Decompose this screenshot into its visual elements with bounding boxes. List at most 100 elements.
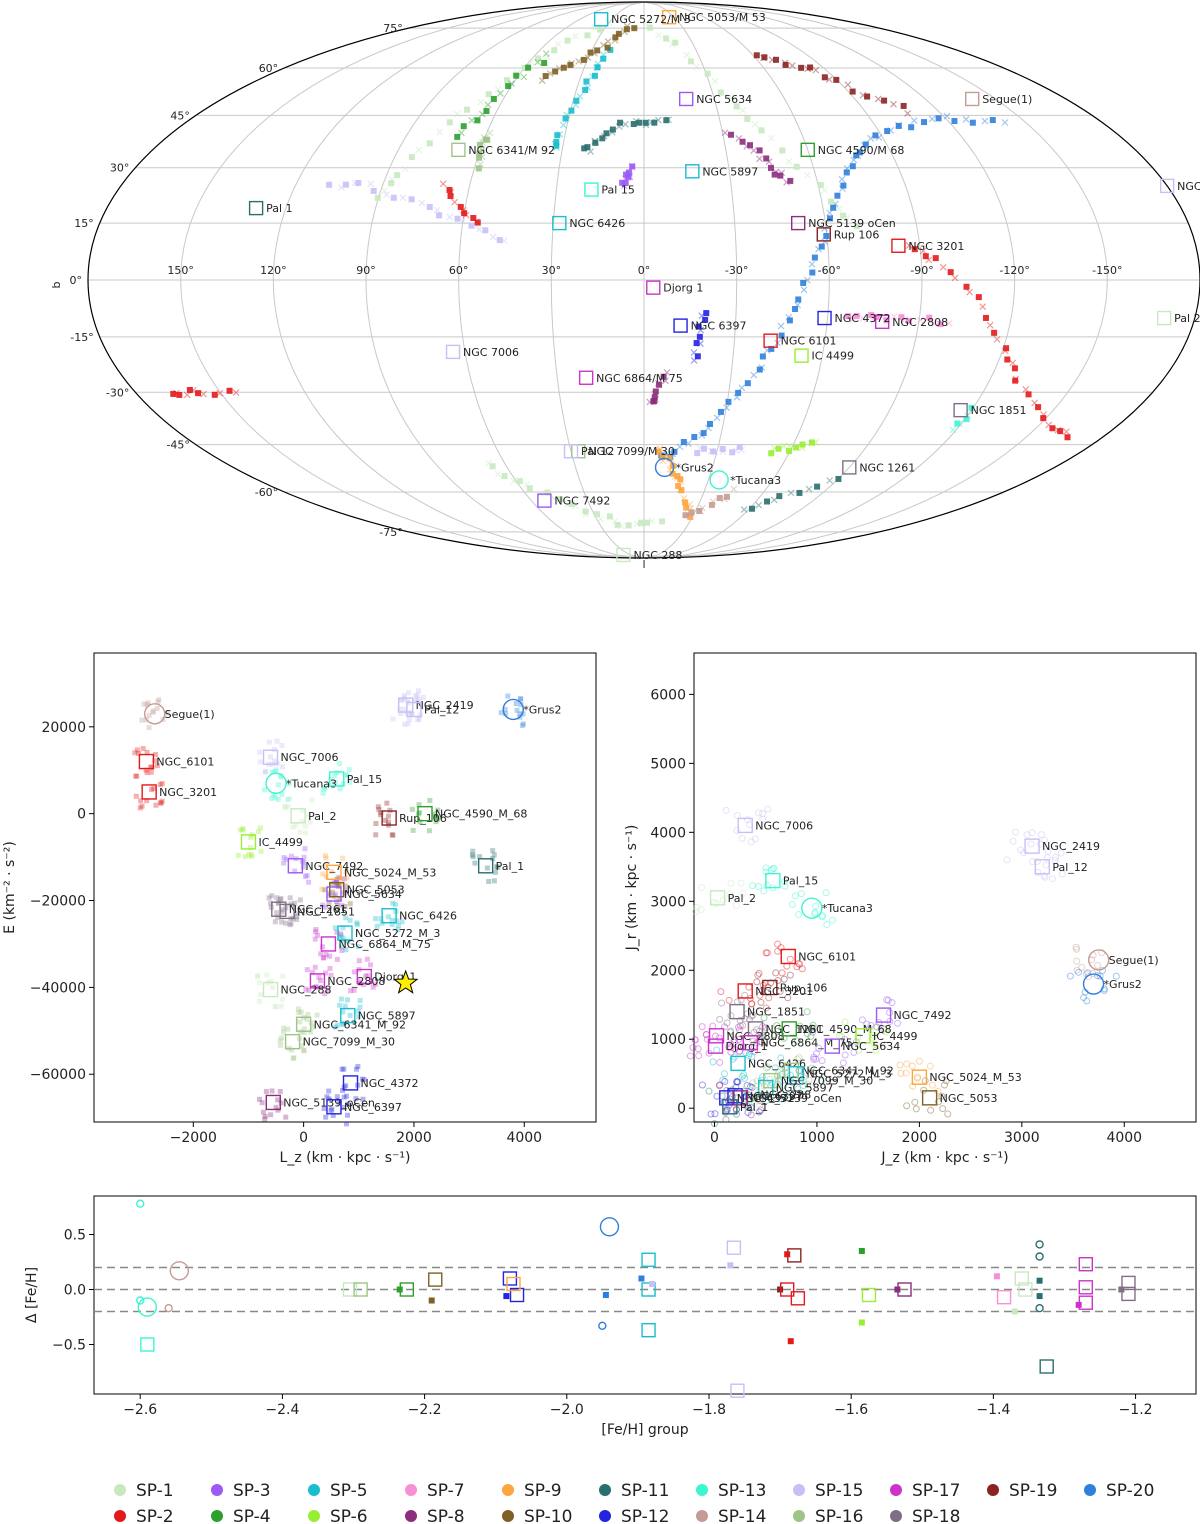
delta-point-sp-12 bbox=[509, 1287, 525, 1303]
cluster-label-ngc-1851: NGC 1851 bbox=[971, 404, 1027, 417]
member-star bbox=[880, 1025, 888, 1033]
member-star bbox=[913, 1074, 921, 1082]
member-star bbox=[716, 1015, 724, 1023]
member-star bbox=[399, 697, 405, 703]
cluster-label-grus2: *Grus2 bbox=[1104, 978, 1142, 991]
cluster-marker-ngc-288 bbox=[616, 547, 631, 563]
member-star bbox=[314, 1012, 320, 1018]
track-square bbox=[594, 64, 601, 71]
member-star bbox=[757, 1106, 765, 1114]
delta-point-sp-14 bbox=[164, 1303, 173, 1313]
member-star bbox=[281, 860, 287, 866]
member-star bbox=[136, 750, 142, 756]
member-star bbox=[248, 834, 254, 840]
member-star bbox=[148, 769, 154, 775]
track-cross bbox=[733, 393, 741, 401]
orbit-track-sp-8 bbox=[721, 129, 794, 186]
member-star bbox=[772, 969, 780, 977]
track-square bbox=[723, 493, 730, 500]
member-star bbox=[744, 1108, 752, 1116]
member-star bbox=[304, 1016, 310, 1022]
track-cross bbox=[534, 58, 542, 66]
track-cross bbox=[544, 53, 552, 61]
member-star bbox=[1051, 856, 1059, 864]
track-square bbox=[702, 316, 709, 323]
member-star bbox=[361, 1077, 367, 1083]
cluster-marker-ngc-5024-m-53 bbox=[326, 864, 342, 881]
track-square bbox=[454, 133, 461, 140]
track-square bbox=[895, 122, 902, 129]
track-square bbox=[554, 132, 561, 139]
member-star bbox=[139, 717, 145, 723]
x-tick-label: 2000 bbox=[396, 1130, 432, 1146]
member-star bbox=[303, 986, 309, 992]
member-star bbox=[237, 827, 243, 833]
track-square bbox=[932, 255, 939, 262]
track-square bbox=[696, 333, 703, 340]
member-star bbox=[275, 782, 281, 788]
member-star bbox=[319, 886, 325, 892]
member-star bbox=[758, 1092, 766, 1100]
track-square bbox=[659, 518, 666, 525]
track-cross bbox=[459, 217, 467, 225]
track-square bbox=[719, 445, 726, 452]
member-star bbox=[268, 900, 274, 906]
cluster-marker-ngc-5897 bbox=[340, 1007, 356, 1024]
member-star bbox=[272, 1004, 278, 1010]
member-star bbox=[722, 1115, 730, 1123]
member-star bbox=[256, 828, 262, 834]
member-star bbox=[337, 1002, 343, 1008]
member-star bbox=[329, 881, 335, 887]
member-star bbox=[938, 1092, 946, 1100]
track-cross bbox=[367, 180, 375, 188]
member-star bbox=[344, 875, 350, 881]
member-star bbox=[373, 981, 379, 987]
sky-boundary bbox=[87, 1, 1200, 559]
member-star bbox=[146, 725, 152, 731]
member-star bbox=[734, 1078, 742, 1086]
track-square bbox=[671, 448, 678, 455]
member-star bbox=[277, 1038, 283, 1044]
member-star bbox=[373, 821, 379, 827]
member-star bbox=[306, 879, 312, 885]
cluster-marker-ngc-6101 bbox=[763, 333, 778, 348]
member-star bbox=[133, 773, 139, 779]
cluster-marker-ngc-6397 bbox=[727, 1088, 743, 1104]
track-square bbox=[682, 512, 689, 519]
cluster-marker-ngc-3201 bbox=[737, 983, 753, 999]
member-star bbox=[791, 892, 799, 900]
lat-tick-label: -75° bbox=[379, 526, 402, 539]
track-cross bbox=[919, 247, 927, 255]
member-star bbox=[417, 712, 423, 718]
track-cross bbox=[803, 171, 811, 179]
track-square bbox=[587, 49, 594, 56]
member-star bbox=[745, 1050, 753, 1058]
member-star bbox=[412, 698, 418, 704]
track-cross bbox=[721, 129, 729, 137]
member-star bbox=[324, 1094, 330, 1100]
orbit-track-sp-1 bbox=[485, 459, 666, 530]
track-square bbox=[625, 174, 632, 181]
member-star bbox=[743, 1081, 751, 1089]
track-cross bbox=[559, 121, 567, 129]
member-star bbox=[385, 813, 391, 819]
track-cross bbox=[477, 160, 484, 168]
track-cross bbox=[738, 384, 746, 392]
member-star bbox=[782, 1064, 790, 1072]
track-square bbox=[680, 438, 687, 445]
track-square bbox=[921, 119, 928, 126]
member-star bbox=[748, 1000, 756, 1008]
member-star bbox=[911, 1098, 919, 1106]
track-cross bbox=[763, 346, 771, 354]
member-star bbox=[777, 1095, 785, 1103]
cluster-label-ngc-1261: NGC_1261 bbox=[765, 1023, 823, 1036]
member-star bbox=[727, 1044, 735, 1052]
member-star bbox=[811, 910, 819, 918]
member-star bbox=[301, 1047, 307, 1053]
legend-label: SP-19 bbox=[1009, 1481, 1057, 1501]
member-star bbox=[417, 819, 423, 825]
track-square bbox=[374, 194, 381, 201]
member-star bbox=[378, 916, 384, 922]
track-square bbox=[541, 60, 548, 67]
member-star bbox=[745, 1088, 753, 1096]
